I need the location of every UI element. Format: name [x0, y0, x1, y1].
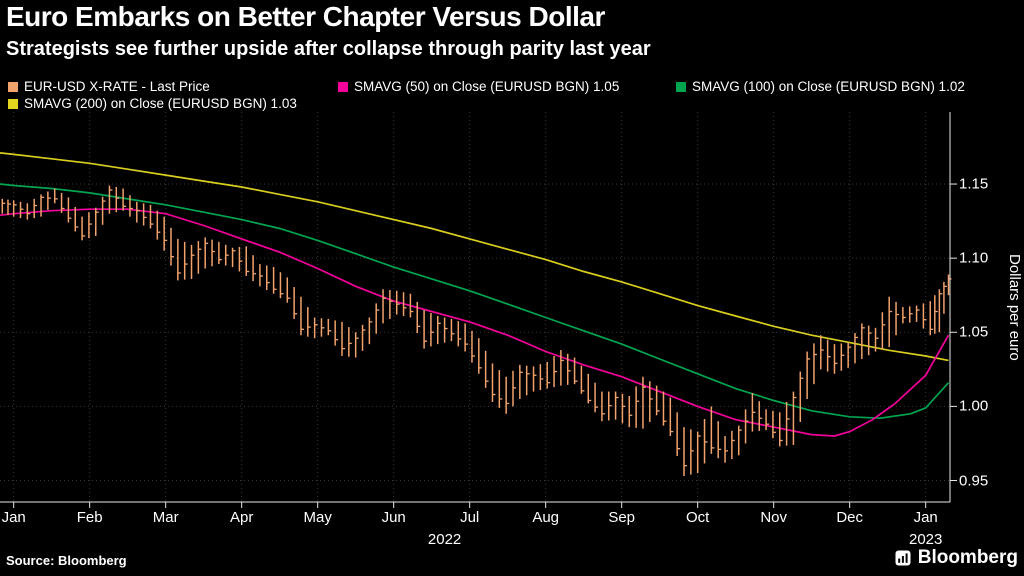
y-tick-label: 0.95: [959, 472, 989, 489]
legend-item-smavg50: SMAVG (50) on Close (EURUSD BGN) 1.05: [338, 79, 619, 94]
y-axis-title: Dollars per euro: [1006, 253, 1023, 361]
x-tick-label: Aug: [532, 509, 560, 526]
y-tick-label: 1.10: [959, 249, 989, 267]
x-tick-label: Jun: [381, 509, 406, 526]
year-label-2022: 2022: [427, 531, 462, 548]
bloomberg-wordmark: Bloomberg: [917, 547, 1018, 568]
x-tick-label: Oct: [686, 509, 710, 526]
x-tick-label: Sep: [608, 509, 636, 526]
x-tick-label: Nov: [760, 509, 788, 526]
legend-item-smavg100: SMAVG (100) on Close (EURUSD BGN) 1.02: [676, 79, 965, 94]
x-tick-label: Jan: [1, 509, 26, 526]
legend-item-smavg200: SMAVG (200) on Close (EURUSD BGN) 1.03: [8, 96, 297, 111]
y-tick-label: 1.15: [959, 175, 989, 193]
x-tick-label: Apr: [230, 509, 254, 526]
x-tick-label: Mar: [152, 509, 179, 526]
bloomberg-brand: Bloomberg: [895, 547, 1018, 569]
x-tick-label: Feb: [76, 509, 103, 526]
price-swatch-icon: [8, 81, 18, 92]
legend-item-eurusd: EUR-USD X-RATE - Last Price: [8, 79, 210, 94]
smavg100-swatch-icon: [676, 81, 686, 92]
x-tick-label: May: [303, 509, 332, 526]
y-tick-label: 1.05: [959, 323, 989, 341]
legend-label: SMAVG (200) on Close (EURUSD BGN) 1.03: [24, 96, 297, 111]
x-tick-label: Jul: [460, 509, 480, 526]
source-credit: Source: Bloomberg: [6, 553, 127, 568]
smavg50-swatch-icon: [338, 81, 348, 92]
smavg200-swatch-icon: [8, 98, 18, 109]
year-label-2023: 2023: [908, 531, 943, 548]
chart-title: Euro Embarks on Better Chapter Versus Do…: [6, 1, 605, 32]
x-tick-label: Jan: [913, 509, 938, 526]
x-tick-label: Dec: [836, 509, 864, 526]
legend-label: EUR-USD X-RATE - Last Price: [24, 79, 210, 94]
legend-label: SMAVG (50) on Close (EURUSD BGN) 1.05: [354, 79, 620, 94]
chart-subtitle: Strategists see further upside after col…: [6, 38, 651, 60]
y-tick-label: 1.00: [959, 397, 989, 415]
legend-label: SMAVG (100) on Close (EURUSD BGN) 1.02: [692, 79, 965, 94]
bloomberg-terminal-icon: [895, 550, 911, 566]
